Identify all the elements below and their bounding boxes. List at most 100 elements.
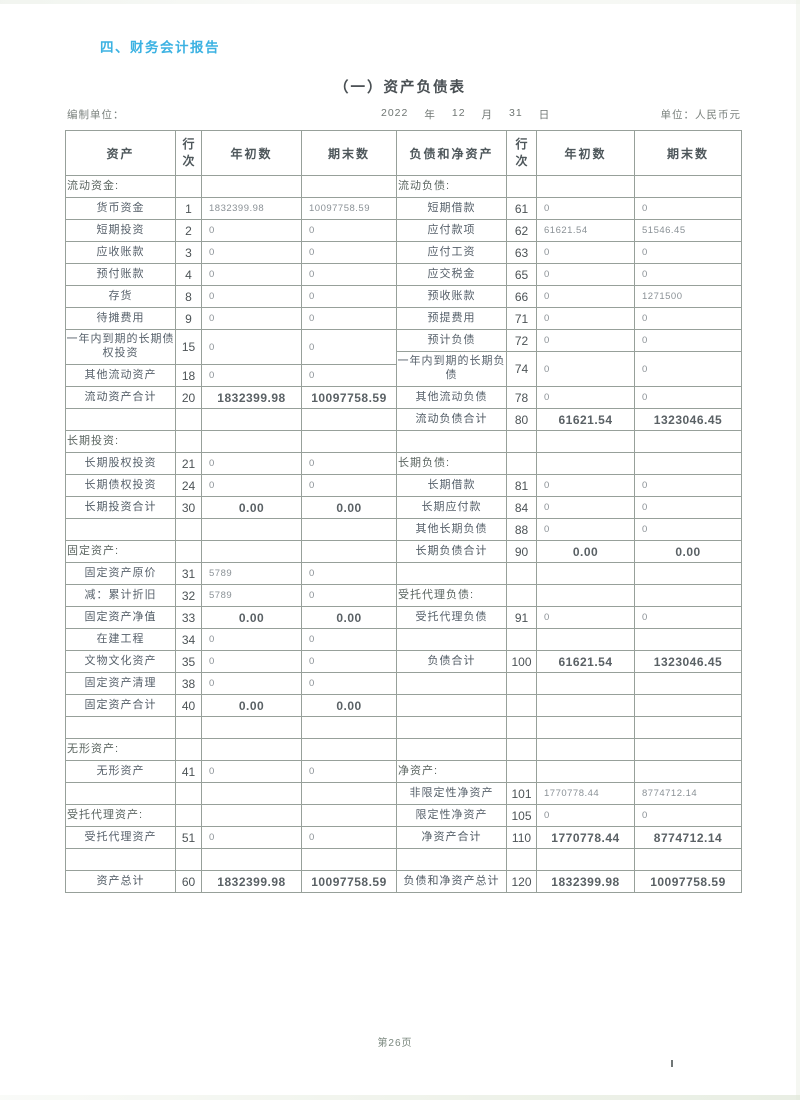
row-line-number bbox=[506, 738, 537, 761]
row-begin-value bbox=[536, 760, 635, 783]
row-label: 受托代理负债: bbox=[396, 584, 507, 607]
row-begin-value bbox=[201, 716, 302, 739]
row-end-value bbox=[301, 175, 397, 198]
table-row: 净资产合计 110 1770778.44 8774712.14 bbox=[396, 826, 742, 849]
row-label: 其他长期负债 bbox=[396, 518, 507, 541]
row-begin-value: 0 bbox=[201, 241, 302, 264]
row-begin-value: 0 bbox=[536, 197, 635, 220]
row-label: 预计负债 bbox=[396, 329, 507, 352]
row-label: 无形资产: bbox=[65, 738, 176, 761]
row-begin-value: 0 bbox=[536, 474, 635, 497]
row-label: 受托代理资产: bbox=[65, 804, 176, 827]
row-label: 其他流动负债 bbox=[396, 386, 507, 409]
row-line-number: 84 bbox=[506, 496, 537, 519]
row-line-number: 1 bbox=[175, 197, 202, 220]
table-row bbox=[396, 628, 742, 651]
row-label: 流动资金: bbox=[65, 175, 176, 198]
table-row: 受托代理资产: bbox=[65, 804, 397, 827]
scan-edge-bottom bbox=[0, 1095, 800, 1100]
row-end-value: 0 bbox=[301, 452, 397, 475]
row-begin-value: 0 bbox=[201, 219, 302, 242]
table-row: 待摊费用 9 0 0 bbox=[65, 307, 397, 330]
row-end-value bbox=[634, 175, 742, 198]
row-label bbox=[396, 716, 507, 739]
row-end-value: 0 bbox=[634, 496, 742, 519]
row-label bbox=[65, 518, 176, 541]
row-line-number: 110 bbox=[506, 826, 537, 849]
row-begin-value: 5789 bbox=[201, 584, 302, 607]
table-row: 净资产: bbox=[396, 760, 742, 783]
row-label bbox=[396, 628, 507, 651]
row-begin-value bbox=[201, 430, 302, 453]
table-row: 流动资产合计 20 1832399.98 10097758.59 bbox=[65, 386, 397, 409]
row-end-value bbox=[634, 738, 742, 761]
row-begin-value bbox=[201, 738, 302, 761]
row-line-number: 9 bbox=[175, 307, 202, 330]
row-line-number: 15 bbox=[175, 329, 202, 365]
row-line-number: 32 bbox=[175, 584, 202, 607]
row-label: 限定性净资产 bbox=[396, 804, 507, 827]
row-label: 短期投资 bbox=[65, 219, 176, 242]
table-row: 应交税金 65 0 0 bbox=[396, 263, 742, 286]
table-row bbox=[65, 848, 397, 871]
row-line-number bbox=[506, 628, 537, 651]
page-number: 第26页 bbox=[377, 1038, 413, 1049]
row-line-number: 71 bbox=[506, 307, 537, 330]
row-end-value: 0.00 bbox=[634, 540, 742, 563]
row-begin-value bbox=[201, 408, 302, 431]
row-label: 流动负债: bbox=[396, 175, 507, 198]
row-line-number bbox=[506, 672, 537, 695]
row-begin-value: 5789 bbox=[201, 562, 302, 585]
row-line-number: 31 bbox=[175, 562, 202, 585]
row-label: 受托代理负债 bbox=[396, 606, 507, 629]
row-label: 应交税金 bbox=[396, 263, 507, 286]
row-line-number: 66 bbox=[506, 285, 537, 308]
row-label: 货币资金 bbox=[65, 197, 176, 220]
row-label: 一年内到期的长期债权投资 bbox=[65, 329, 176, 365]
row-end-value: 0 bbox=[301, 307, 397, 330]
row-label: 长期借款 bbox=[396, 474, 507, 497]
row-begin-value bbox=[201, 540, 302, 563]
table-row: 长期负债: bbox=[396, 452, 742, 475]
prepared-by-label: 编制单位： bbox=[67, 109, 125, 121]
row-end-value: 8774712.14 bbox=[634, 826, 742, 849]
row-end-value: 0 bbox=[301, 826, 397, 849]
table-row: 固定资产净值 33 0.00 0.00 bbox=[65, 606, 397, 629]
row-end-value: 0 bbox=[301, 364, 397, 387]
row-end-value: 51546.45 bbox=[634, 219, 742, 242]
row-end-value bbox=[634, 452, 742, 475]
row-line-number: 91 bbox=[506, 606, 537, 629]
row-begin-value: 0 bbox=[536, 263, 635, 286]
row-line-number: 41 bbox=[175, 760, 202, 783]
row-begin-value bbox=[536, 562, 635, 585]
row-begin-value: 0 bbox=[536, 329, 635, 352]
row-end-value: 0 bbox=[634, 197, 742, 220]
row-begin-value: 0 bbox=[201, 474, 302, 497]
table-row: 固定资产: bbox=[65, 540, 397, 563]
table-row: 长期应付款 84 0 0 bbox=[396, 496, 742, 519]
table-row: 资产总计 60 1832399.98 10097758.59 bbox=[65, 870, 397, 893]
row-begin-value: 0 bbox=[536, 804, 635, 827]
row-end-value: 0 bbox=[634, 351, 742, 387]
row-end-value bbox=[301, 848, 397, 871]
table-row: 应付工资 63 0 0 bbox=[396, 241, 742, 264]
row-end-value: 10097758.59 bbox=[301, 197, 397, 220]
row-label: 文物文化资产 bbox=[65, 650, 176, 673]
row-end-value: 0 bbox=[301, 219, 397, 242]
row-begin-value bbox=[536, 175, 635, 198]
table-row: 无形资产: bbox=[65, 738, 397, 761]
row-label: 长期债权投资 bbox=[65, 474, 176, 497]
begin-of-year-column-header: 年初数 bbox=[536, 130, 635, 176]
row-line-number: 63 bbox=[506, 241, 537, 264]
row-end-value bbox=[634, 562, 742, 585]
row-line-number bbox=[175, 540, 202, 563]
row-end-value bbox=[301, 782, 397, 805]
row-end-value: 0 bbox=[301, 628, 397, 651]
table-row bbox=[396, 672, 742, 695]
scan-edge-top bbox=[0, 0, 800, 4]
row-label: 短期借款 bbox=[396, 197, 507, 220]
row-line-number: 34 bbox=[175, 628, 202, 651]
balance-sheet: 资产 行次 年初数 期末数 流动资金: 货币资金 1 1832399.98 100977… bbox=[65, 130, 742, 893]
end-of-period-column-header: 期末数 bbox=[634, 130, 742, 176]
table-row: 减：累计折旧 32 5789 0 bbox=[65, 584, 397, 607]
